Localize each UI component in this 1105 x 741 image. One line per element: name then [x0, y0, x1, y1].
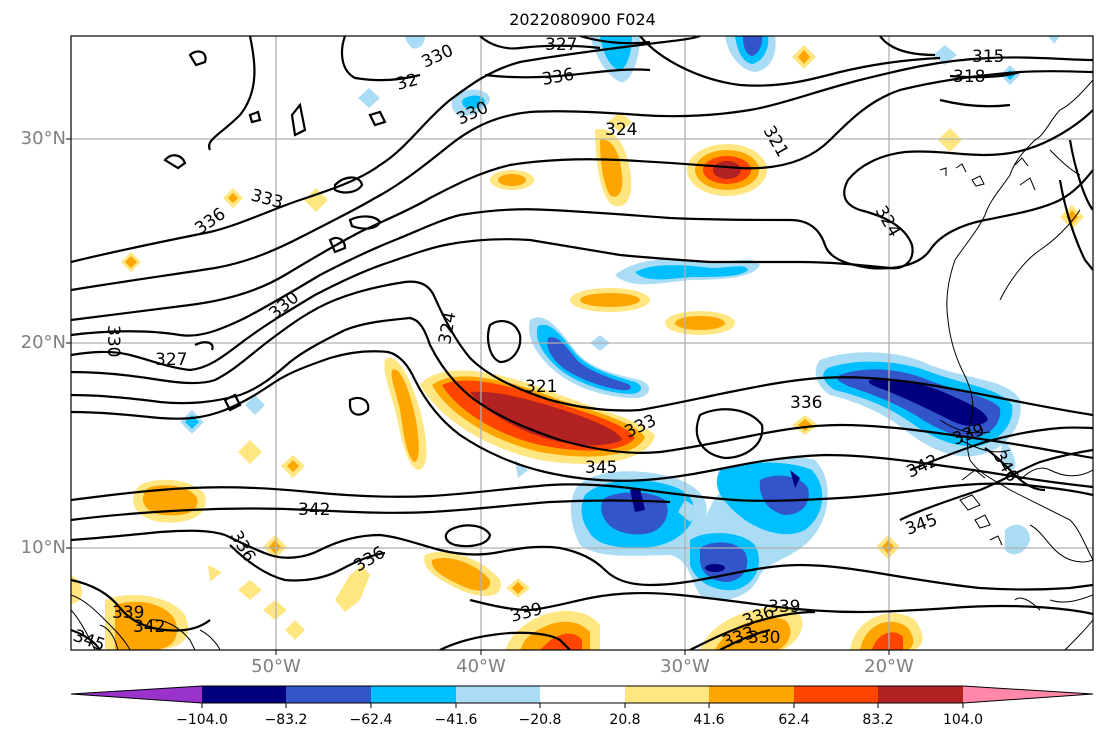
contour-line — [695, 408, 764, 460]
contour-line — [719, 628, 771, 650]
contour-lines — [71, 36, 1093, 650]
colorbar-tick-label: 20.8 — [609, 712, 641, 728]
colorbar-swatch — [286, 686, 371, 703]
contour-label: 345 — [585, 458, 617, 478]
contour-line — [71, 56, 1093, 292]
lon-label-30w: 30°W — [660, 656, 710, 677]
contour-line — [444, 524, 492, 548]
colorbar-tick-label: −83.2 — [264, 712, 308, 728]
colorbar — [70, 685, 1094, 708]
contour-line — [71, 36, 701, 264]
coastlines — [71, 79, 1093, 650]
colorbar-swatch — [625, 686, 709, 703]
contour-label: 327 — [155, 350, 187, 370]
contour-line — [71, 169, 1093, 337]
map-plot-area: 327 330 32 336 330 324 321 324 315 318 3… — [71, 35, 1093, 650]
lat-label-10n: 10°N — [20, 537, 66, 558]
contour-line — [290, 102, 307, 137]
contour-label: 342 — [133, 617, 165, 637]
contour-line — [639, 36, 941, 87]
colorbar-tick-label: 83.2 — [862, 712, 894, 728]
contour-line — [71, 350, 1093, 489]
contour-label: 342 — [298, 500, 330, 520]
contour-label: 318 — [953, 67, 985, 87]
colorbar-tick-label: −62.4 — [349, 712, 393, 728]
contour-line — [486, 320, 522, 364]
contour-line — [348, 396, 370, 416]
contour-line — [71, 280, 1093, 417]
contour-line — [484, 68, 651, 79]
lon-label-40w: 40°W — [456, 656, 506, 677]
colorbar-swatch — [371, 686, 456, 703]
colorbar-swatch — [456, 686, 540, 703]
contour-label: 339 — [112, 603, 144, 623]
contour-line — [579, 36, 651, 45]
contour-line — [328, 236, 347, 254]
contour-line — [248, 110, 262, 124]
colorbar-swatch — [71, 686, 202, 703]
contour-line — [909, 426, 1093, 472]
contour-label: 327 — [545, 35, 577, 55]
contour-line — [340, 36, 421, 82]
contour-label: 336 — [790, 393, 822, 413]
contour-label: 330 — [103, 325, 123, 357]
contour-label: 321 — [525, 377, 557, 397]
lon-label-20w: 20°W — [864, 656, 914, 677]
contour-line — [333, 176, 364, 194]
contour-label: 339 — [768, 597, 800, 617]
shaded-fields — [71, 36, 1084, 650]
colorbar-tick-label: 104.0 — [942, 712, 984, 728]
contour-line — [71, 109, 1093, 372]
colorbar-tick-label: −104.0 — [176, 712, 228, 728]
contour-line — [71, 70, 1093, 322]
contour-line — [207, 36, 256, 151]
positive-streak-west-orange — [391, 369, 419, 462]
contour-line — [1068, 139, 1093, 211]
colorbar-tick-label: −41.6 — [434, 712, 478, 728]
contour-line — [188, 50, 207, 67]
contour-line — [1058, 179, 1093, 271]
contour-line — [469, 591, 1093, 616]
contour-line — [879, 36, 936, 57]
contour-line — [348, 215, 382, 230]
colorbar-tick-label: 62.4 — [778, 712, 810, 728]
contour-line — [984, 447, 1046, 492]
contour-line — [949, 70, 1021, 79]
colorbar-swatch — [540, 686, 625, 703]
contour-line — [229, 544, 386, 582]
contour-line — [194, 341, 214, 351]
contour-label: 324 — [605, 120, 637, 140]
contour-line — [939, 98, 1011, 108]
lat-label-30n: 30°N — [20, 128, 66, 149]
lon-label-50w: 50°W — [251, 656, 301, 677]
contour-label: 315 — [972, 47, 1004, 67]
colorbar-swatch — [709, 686, 794, 703]
contour-line — [689, 610, 816, 650]
contour-line — [899, 448, 1093, 521]
contour-line — [71, 578, 211, 632]
positive-band-main-dark — [470, 391, 622, 446]
colorbar-swatch — [794, 686, 878, 703]
contour-line — [71, 499, 671, 522]
colorbar-tick-label: −20.8 — [518, 712, 562, 728]
map-title: 2022080900 F024 — [509, 10, 656, 29]
axis-ticks — [66, 138, 890, 655]
colorbar-tick-label: 41.6 — [693, 712, 725, 728]
contour-label: 330 — [748, 628, 780, 648]
contour-line — [163, 154, 187, 170]
contour-line — [71, 482, 1093, 502]
contour-line — [71, 316, 1093, 460]
colorbar-swatch — [878, 686, 963, 703]
contour-line — [71, 529, 1093, 591]
lat-label-20n: 20°N — [20, 332, 66, 353]
contour-line — [223, 393, 242, 412]
colorbar-swatch — [963, 686, 1093, 703]
colorbar-swatch — [202, 686, 286, 703]
contour-line — [71, 628, 101, 650]
contour-line — [439, 631, 571, 650]
contour-line — [479, 36, 601, 50]
contour-line — [368, 110, 387, 127]
